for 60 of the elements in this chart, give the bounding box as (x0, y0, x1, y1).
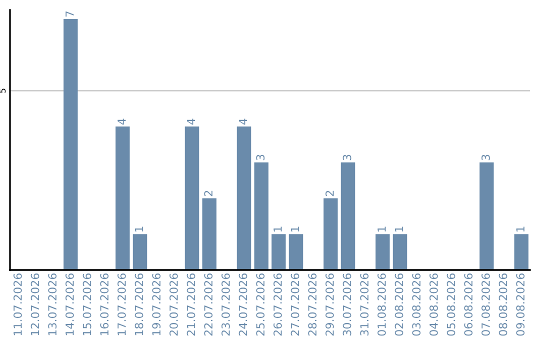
data-label: 1 (394, 226, 404, 232)
bar (116, 126, 130, 270)
x-tick-label: 17.07.2026 (117, 273, 126, 336)
data-label: 3 (256, 154, 265, 160)
data-label: 1 (516, 226, 524, 232)
x-tick-label: 24.07.2026 (238, 273, 248, 336)
x-tick-label: 26.07.2026 (273, 273, 282, 336)
data-label: 3 (342, 154, 352, 160)
x-tick-label: 07.08.2026 (481, 273, 490, 336)
bar (392, 234, 408, 270)
data-label: 1 (274, 226, 282, 232)
data-label: 2 (204, 190, 212, 196)
bar (64, 18, 78, 270)
x-tick-label: 30.07.2026 (342, 273, 352, 336)
bar (376, 234, 390, 270)
data-label: 7 (66, 11, 74, 17)
x-tick-label: 22.07.2026 (204, 273, 213, 336)
bar (132, 234, 148, 270)
bar (480, 162, 494, 270)
data-label: 1 (290, 226, 300, 232)
x-tick-label: 28.07.2026 (308, 273, 317, 336)
x-tick-label: 23.07.2026 (221, 273, 230, 336)
bar (202, 198, 216, 270)
x-tick-label: 01.08.2026 (377, 273, 386, 336)
x-tick-label: 09.08.2026 (516, 273, 525, 336)
x-tick-label: 15.07.2026 (82, 273, 92, 336)
x-tick-label: 14.07.2026 (65, 273, 74, 336)
bar (340, 162, 356, 270)
x-tick-label: 27.07.2026 (290, 273, 300, 336)
x-tick-label: 03.08.2026 (412, 273, 421, 336)
bar (184, 126, 200, 270)
x-tick-label: 20.07.2026 (169, 273, 178, 336)
x-tick-label: 11.07.2026 (13, 273, 22, 336)
x-tick-label: 19.07.2026 (152, 273, 161, 336)
x-tick-label: 13.07.2026 (48, 273, 57, 336)
bar (236, 126, 252, 270)
x-tick-label: 29.07.2026 (325, 273, 334, 336)
bar (254, 162, 268, 270)
x-tick-label: 16.07.2026 (100, 273, 109, 336)
bar (324, 198, 338, 270)
x-tick-label: 04.08.2026 (429, 273, 438, 336)
x-tick-label: 05.08.2026 (446, 273, 456, 336)
x-tick-label: 08.08.2026 (498, 273, 508, 336)
data-label: 4 (118, 118, 126, 125)
x-tick-label: 12.07.2026 (30, 273, 40, 336)
bar (272, 234, 286, 270)
x-tick-label: 31.07.2026 (360, 273, 369, 336)
bar (514, 234, 528, 270)
data-label: 4 (238, 118, 248, 125)
data-label: 1 (134, 226, 144, 232)
x-tick-label: 02.08.2026 (394, 273, 404, 336)
data-label: 3 (481, 154, 490, 160)
bar (288, 234, 304, 270)
data-label: 1 (378, 226, 386, 232)
x-tick-label: 06.08.2026 (464, 273, 473, 336)
x-tick-label: 25.07.2026 (256, 273, 265, 336)
data-label: 2 (325, 190, 334, 196)
x-tick-label: 18.07.2026 (134, 273, 144, 336)
x-tick-label: 21.07.2026 (186, 273, 196, 336)
data-label: 4 (186, 118, 196, 125)
